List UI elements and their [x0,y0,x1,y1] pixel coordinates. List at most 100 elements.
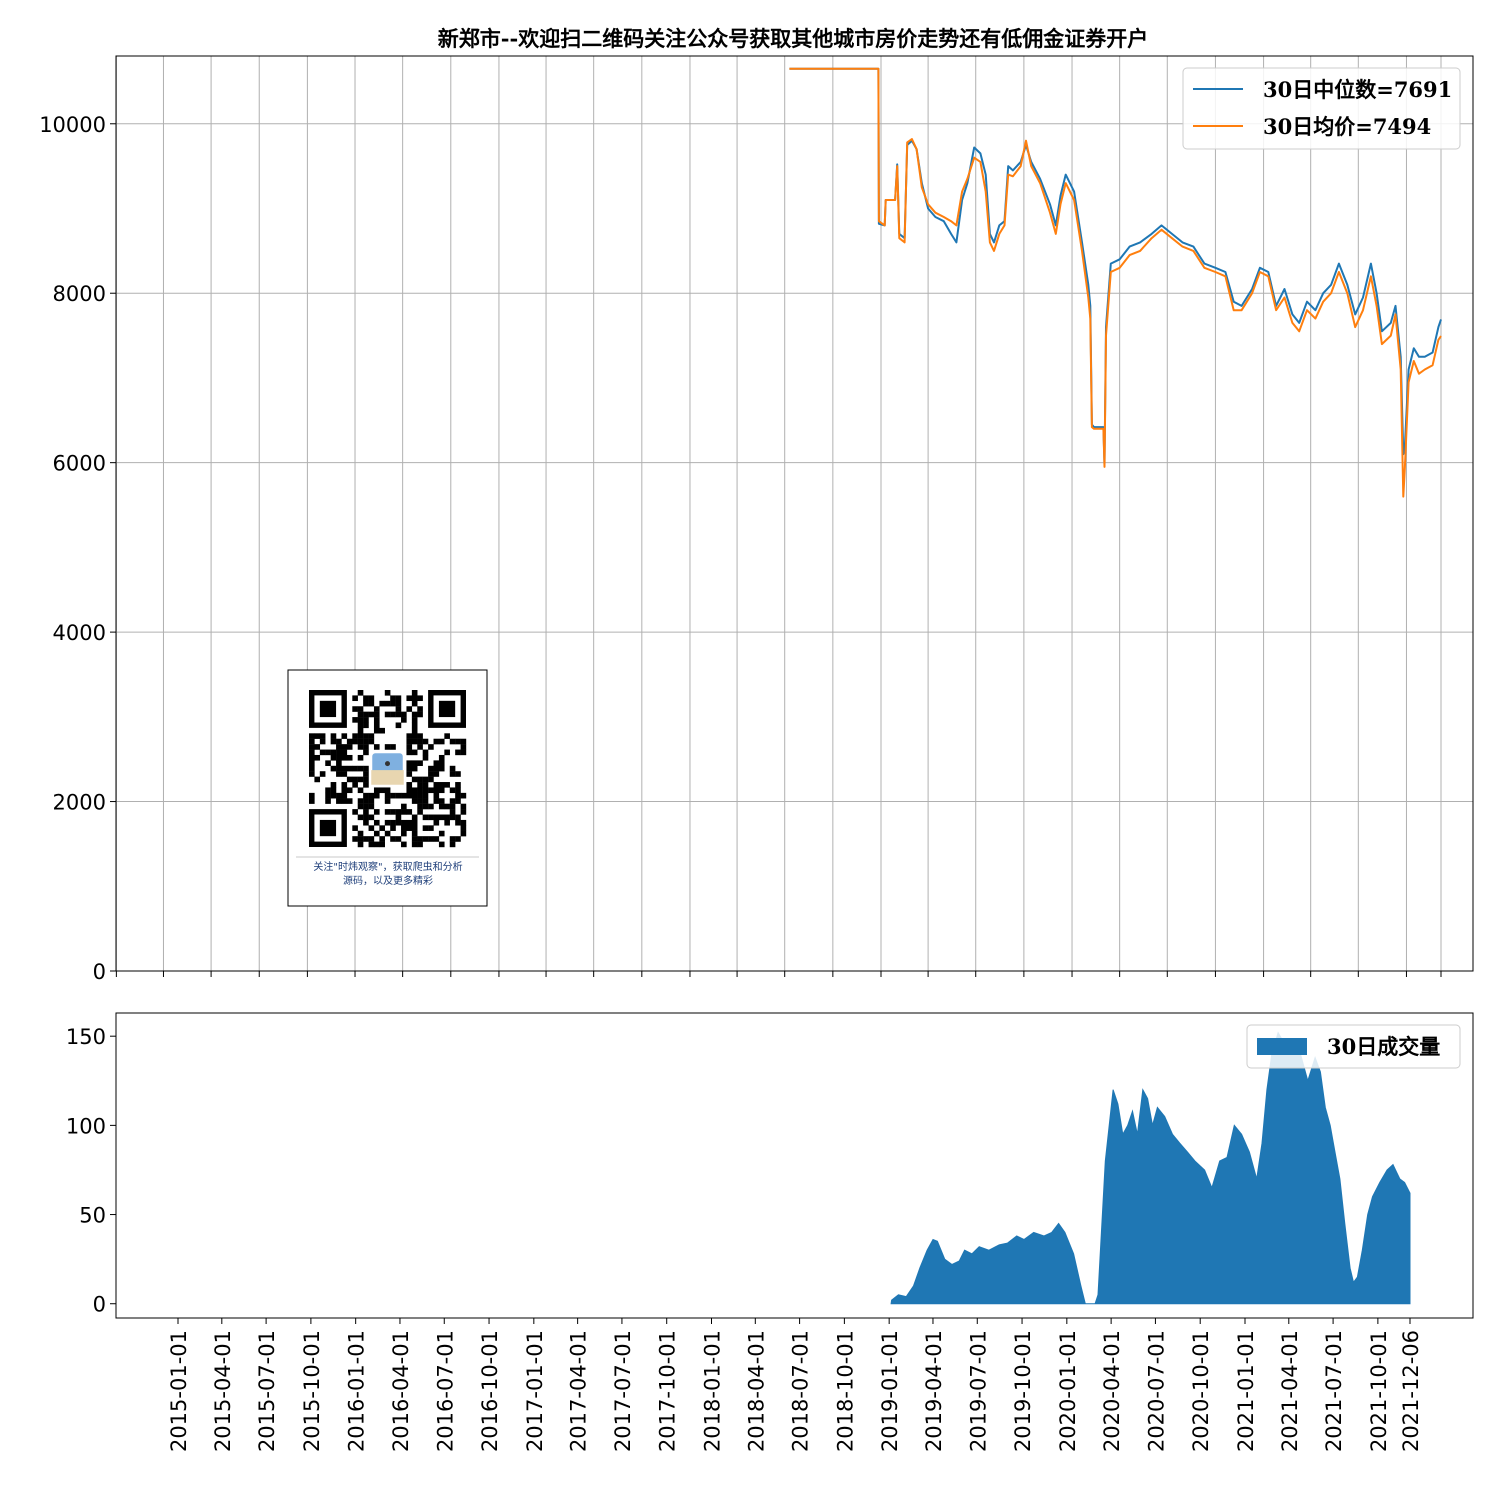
qr-module [417,809,423,815]
x-tick-label: 2021-07-01 [1322,1330,1346,1452]
qr-module [363,814,369,821]
qr-module [341,782,348,788]
qr-module [401,717,407,723]
qr-module [357,754,364,761]
qr-module [460,792,467,799]
qr-module [325,798,331,804]
qr-module [368,814,375,821]
qr-module [330,738,337,745]
qr-module [428,787,434,794]
qr-module [368,733,375,739]
qr-module [422,782,429,788]
qr-module [373,744,380,750]
qr-module [363,695,369,702]
qr-module [384,787,391,794]
qr-module [449,738,456,745]
qr-module [433,771,440,777]
qr-module [411,841,418,848]
x-tick-label: 2017-01-01 [523,1330,547,1452]
qr-module [309,798,315,804]
qr-module [449,841,456,848]
qr-module [449,809,456,815]
qr-module [309,771,315,777]
qr-module [455,814,461,821]
qr-module [438,814,445,821]
qr-module [346,744,353,750]
qr-module [346,754,353,761]
qr-module [417,738,423,745]
qr-module [395,695,402,702]
qr-module [411,727,418,734]
qr-module [411,787,418,794]
qr-module [390,836,396,842]
qr-module [460,803,467,810]
volume-y-tick-label: 50 [79,1204,106,1228]
qr-module [363,836,369,842]
qr-module [417,836,423,842]
qr-code-icon [309,690,467,848]
x-tick-label: 2018-04-01 [744,1330,768,1452]
qr-module [438,760,445,766]
volume-y-tick-label: 150 [66,1025,106,1049]
qr-module [390,700,396,707]
qr-module [444,814,450,821]
qr-module [455,787,461,794]
qr-module [341,754,348,761]
qr-module [417,787,423,794]
qr-module [352,765,358,772]
qr-module [368,836,375,842]
qr-module [401,825,407,831]
qr-module [346,765,353,772]
qr-finder-core [438,700,456,718]
qr-module [357,717,364,723]
qr-module [319,771,326,777]
qr-module [309,765,315,772]
qr-module [384,819,391,826]
qr-avatar-sand [371,770,404,785]
qr-module [379,841,385,848]
qr-module [406,706,413,712]
qr-module [336,765,342,772]
qr-module [336,738,342,745]
qr-module [411,830,418,837]
qr-module [330,733,337,739]
qr-module [406,787,413,794]
qr-module [411,690,418,696]
price-y-tick-label: 0 [93,960,106,984]
qr-module [417,744,423,750]
qr-module [379,825,385,831]
volume-area [890,1031,1411,1305]
qr-module [330,754,337,761]
qr-module [417,760,423,766]
qr-module [433,814,440,821]
qr-module [346,776,353,783]
qr-module [428,744,434,750]
x-tick-label: 2020-07-01 [1144,1330,1168,1452]
qr-module [368,803,375,810]
qr-module [368,695,375,702]
qr-module [411,765,418,772]
x-tick-label: 2018-07-01 [789,1330,813,1452]
x-tick-label: 2021-01-01 [1234,1330,1258,1452]
qr-module [341,765,348,772]
qr-module [455,738,461,745]
price-y-tick-label: 4000 [53,621,106,645]
x-tick-label: 2020-10-01 [1189,1330,1213,1452]
qr-module [336,754,342,761]
qr-module [352,717,358,723]
qr-module [395,700,402,707]
qr-module [417,803,423,810]
qr-module [330,792,337,799]
qr-module [357,776,364,783]
qr-module [449,787,456,794]
qr-module [433,738,440,745]
qr-module [373,722,380,729]
qr-module [406,760,413,766]
qr-module [341,744,348,750]
qr-module [363,819,369,826]
qr-module [422,814,429,821]
volume-legend: 30日成交量 [1246,1024,1461,1069]
x-tick-label: 2016-04-01 [389,1330,413,1452]
qr-module [444,803,450,810]
qr-module [422,825,429,831]
